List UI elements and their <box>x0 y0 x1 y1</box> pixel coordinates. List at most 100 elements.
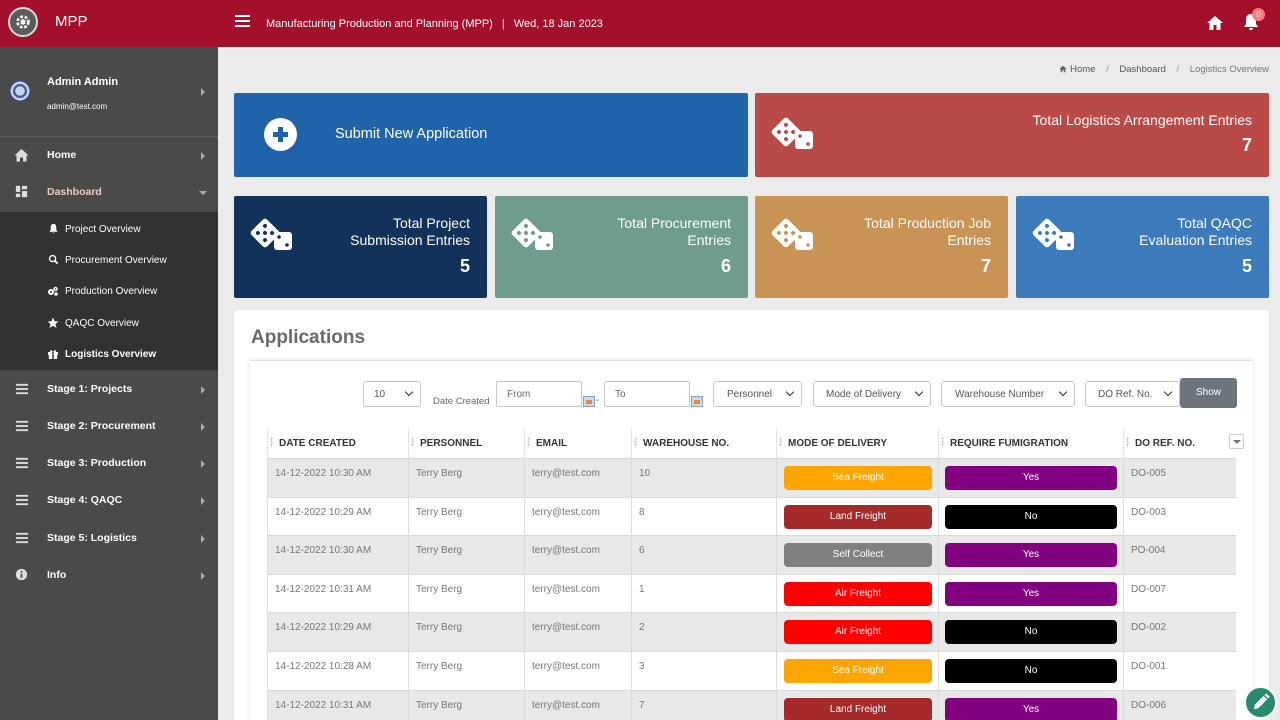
submenu-label: Production Overview <box>65 286 158 297</box>
personnel-select[interactable]: Personnel <box>713 381 802 407</box>
submenu-project-overview[interactable]: Project Overview <box>0 214 218 245</box>
column-menu-icon[interactable] <box>1229 434 1244 449</box>
applications-table: 10 Date Created From - To Personnel Mode… <box>250 360 1253 720</box>
drag-handle-icon[interactable] <box>634 437 637 447</box>
submit-application-card[interactable]: Submit New Application <box>234 93 748 177</box>
sidebar-item-stage-5[interactable]: Stage 5: Logistics <box>0 521 218 557</box>
cell-warehouse: 3 <box>631 652 776 690</box>
user-panel[interactable]: Admin Admin admin@test.com <box>0 47 218 137</box>
menu-toggle-icon[interactable] <box>235 15 250 28</box>
list-icon <box>14 456 29 471</box>
user-email: admin@test.com <box>47 102 108 111</box>
column-header-do-ref[interactable]: DO REF. NO. <box>1123 429 1236 458</box>
avatar <box>9 80 31 102</box>
submenu-procurement-overview[interactable]: Procurement Overview <box>0 245 218 276</box>
bell-icon <box>47 223 59 235</box>
table-row[interactable]: 14-12-2022 10:30 AM Terry Berg terry@test.… <box>267 458 1236 497</box>
table-row[interactable]: 14-12-2022 10:28 AM Terry Berg terry@test.… <box>267 651 1236 690</box>
cell-email: terry@test.com <box>524 690 631 720</box>
submenu-qaqc-overview[interactable]: QAQC Overview <box>0 308 218 339</box>
breadcrumb-dashboard[interactable]: Dashboard <box>1119 64 1166 75</box>
drag-handle-icon[interactable] <box>411 437 414 447</box>
column-header-email[interactable]: EMAIL <box>524 429 631 458</box>
dice-icon <box>771 117 813 149</box>
drag-handle-icon[interactable] <box>941 437 944 447</box>
column-header-date-created[interactable]: DATE CREATED <box>267 429 408 458</box>
table-row[interactable]: 14-12-2022 10:31 AM Terry Berg terry@test.… <box>267 573 1236 613</box>
submenu-label: Logistics Overview <box>65 349 157 360</box>
table-row[interactable]: 14-12-2022 10:29 AM Terry Berg terry@test.… <box>267 612 1236 652</box>
mode-of-delivery-badge: Sea Freight <box>784 466 932 490</box>
edit-fab-button[interactable] <box>1244 686 1277 719</box>
current-date: Wed, 18 Jan 2023 <box>513 18 603 30</box>
sidebar-item-home[interactable]: Home <box>0 138 218 174</box>
table-row[interactable]: 14-12-2022 10:31 AM Terry Berg terry@test.… <box>267 689 1236 720</box>
cell-warehouse: 7 <box>631 690 776 720</box>
chevron-down-icon <box>199 191 207 195</box>
cell-require-fumigation: No <box>938 652 1123 690</box>
submenu-logistics-overview[interactable]: Logistics Overview <box>0 339 218 370</box>
sidebar-item-label: Stage 2: Procurement <box>47 420 156 432</box>
chevron-right-icon <box>201 88 205 96</box>
submenu-label: Project Overview <box>65 224 141 235</box>
sidebar-item-dashboard[interactable]: Dashboard <box>0 175 218 211</box>
cell-personnel: Terry Berg <box>408 690 524 720</box>
cell-email: terry@test.com <box>524 652 631 690</box>
info-icon <box>14 568 29 583</box>
brand-name: MPP <box>55 13 88 30</box>
app-title: Manufacturing Production and Planning (M… <box>266 18 603 30</box>
calendar-icon[interactable] <box>583 396 595 407</box>
cell-mode-of-delivery: Sea Freight <box>776 459 938 497</box>
notification-badge: 0 <box>1252 8 1265 21</box>
sidebar-item-label: Home <box>47 149 77 161</box>
home-icon[interactable] <box>1206 14 1224 32</box>
page-size-select[interactable]: 10 <box>363 381 421 407</box>
drag-handle-icon[interactable] <box>270 437 273 447</box>
chevron-down-icon <box>1163 387 1173 397</box>
sidebar-item-stage-4[interactable]: Stage 4: QAQC <box>0 483 218 519</box>
mode-of-delivery-badge: Air Freight <box>784 620 932 645</box>
production-entries-card: Total Production Job Entries 7 <box>755 196 1008 298</box>
sidebar-item-stage-1[interactable]: Stage 1: Projects <box>0 372 218 408</box>
sidebar-item-stage-3[interactable]: Stage 3: Production <box>0 446 218 482</box>
mode-of-delivery-select[interactable]: Mode of Delivery <box>813 381 931 407</box>
sidebar-item-stage-2[interactable]: Stage 2: Procurement <box>0 409 218 445</box>
cell-date: 14-12-2022 10:31 AM <box>267 574 408 613</box>
show-button[interactable]: Show <box>1180 378 1237 408</box>
table-row[interactable]: 14-12-2022 10:30 AM Terry Berg terry@test.… <box>267 535 1236 575</box>
date-to-placeholder: To <box>615 389 626 400</box>
breadcrumb-home[interactable]: Home <box>1070 64 1096 75</box>
cell-personnel: Terry Berg <box>408 497 524 536</box>
card-value: 5 <box>1241 256 1252 276</box>
cell-do-ref: DO-003 <box>1123 497 1236 536</box>
warehouse-number-select[interactable]: Warehouse Number <box>941 381 1075 407</box>
dashboard-icon <box>14 185 29 200</box>
card-title-line-1: Total Project <box>392 215 470 231</box>
date-from-input[interactable]: From <box>496 381 582 407</box>
date-range-dash: - <box>596 395 600 406</box>
table-row[interactable]: 14-12-2022 10:29 AM Terry Berg terry@test.… <box>267 496 1236 536</box>
column-header-require-fumigation[interactable]: REQUIRE FUMIGRATION <box>938 429 1123 458</box>
cell-mode-of-delivery: Self Collect <box>776 536 938 575</box>
cogs-icon <box>47 285 59 297</box>
drag-handle-icon[interactable] <box>1126 437 1129 447</box>
fumigation-badge: No <box>945 659 1117 683</box>
cell-date: 14-12-2022 10:29 AM <box>267 613 408 652</box>
column-header-personnel[interactable]: PERSONNEL <box>408 429 524 458</box>
calendar-icon[interactable] <box>691 396 703 407</box>
chevron-down-icon <box>914 387 924 397</box>
drag-handle-icon[interactable] <box>779 437 782 447</box>
drag-handle-icon[interactable] <box>527 437 530 447</box>
submenu-production-overview[interactable]: Production Overview <box>0 276 218 307</box>
date-to-input[interactable]: To <box>604 381 690 407</box>
column-header-mode-of-delivery[interactable]: MODE OF DELIVERY <box>776 429 938 458</box>
column-header-label: DO REF. NO. <box>1135 438 1196 449</box>
brand[interactable]: MPP <box>0 0 218 47</box>
fumigation-badge: No <box>945 504 1117 529</box>
logo-gear-icon <box>8 7 38 37</box>
sidebar-item-info[interactable]: Info <box>0 558 218 594</box>
mode-select-value: Mode of Delivery <box>826 389 902 400</box>
column-header-warehouse[interactable]: WAREHOUSE NO. <box>631 429 776 458</box>
mode-of-delivery-badge: Sea Freight <box>784 659 932 683</box>
do-ref-select[interactable]: DO Ref. No. <box>1085 381 1180 407</box>
